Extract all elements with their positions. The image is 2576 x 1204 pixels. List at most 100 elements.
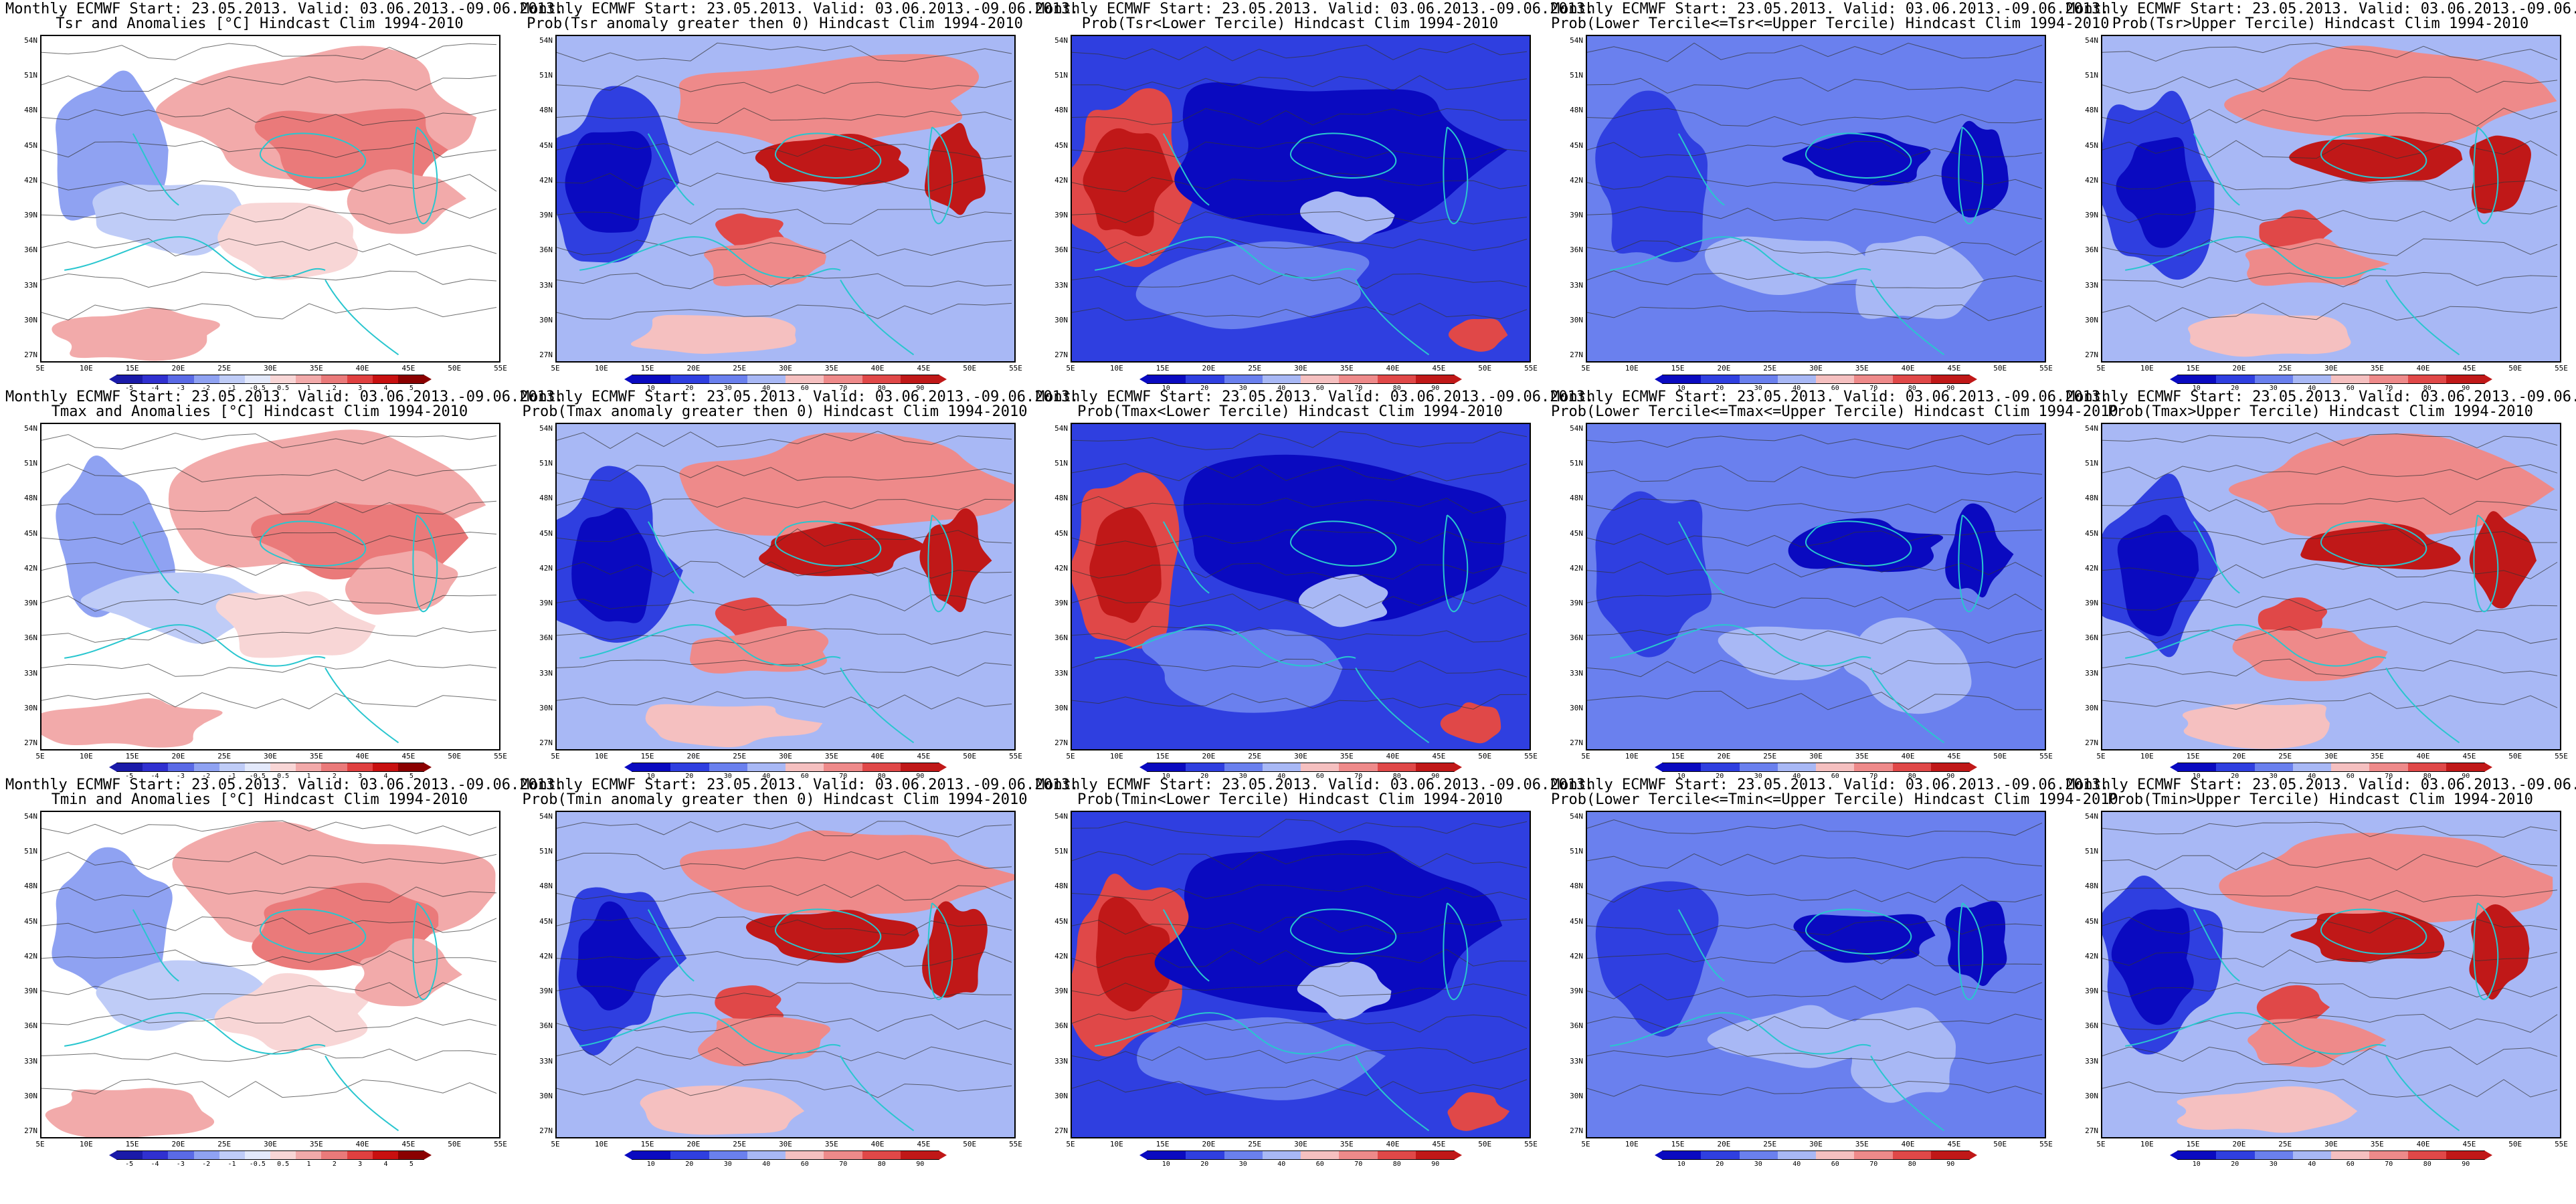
lat-tick-label: 54N [24, 424, 37, 433]
field-region [1843, 617, 1972, 714]
lon-tick-label: 15E [1671, 1140, 1685, 1148]
contour-line [1587, 982, 2043, 1001]
contour-line [1072, 625, 1528, 643]
colorbar-tick-label: 2 [332, 1161, 337, 1168]
lat-tick-label: 39N [24, 599, 37, 608]
field-region [745, 910, 919, 963]
contour-line [2102, 43, 2558, 62]
lon-tick-label: 10E [2140, 1140, 2154, 1148]
contour-line [1072, 563, 1528, 580]
colorbar-tick-label: 30 [1754, 385, 1762, 392]
panel-title-line2: Prob(Tmax<Lower Tercile) Hindcast Clim 1… [1077, 403, 1503, 420]
field-region [1855, 235, 1984, 319]
colorbar-tick-label: -5 [125, 1161, 134, 1168]
panel-title-line1: Monthly ECMWF Start: 23.05.2013. Valid: … [5, 389, 564, 405]
lat-tick-label: 36N [24, 633, 37, 643]
colorbar-segment [1663, 1151, 1701, 1159]
contour-line [41, 562, 497, 579]
colorbar-segment [1186, 1151, 1224, 1159]
panel-title-line1: Monthly ECMWF Start: 23.05.2013. Valid: … [1036, 1, 1594, 17]
lon-tick-label: 15E [640, 364, 654, 373]
colorbar-max-arrow [2484, 763, 2492, 772]
lat-tick-label: 30N [1570, 703, 1583, 712]
colorbar-segment [1777, 375, 1816, 383]
lon-tick-label: 50E [1478, 1140, 1492, 1148]
contour-line [41, 1048, 497, 1062]
contour-line [2102, 916, 2558, 934]
map-field [1587, 812, 2045, 1137]
contour-line [1587, 270, 2043, 289]
panel-title-line2: Prob(Tmax anomaly greater then 0) Hindca… [522, 403, 1028, 420]
lat-tick-label: 42N [1570, 951, 1583, 961]
panel-title-line2: Prob(Tmin anomaly greater then 0) Hindca… [522, 791, 1028, 808]
colorbar-segment [824, 1151, 862, 1159]
lat-tick-label: 36N [1570, 633, 1583, 643]
lon-tick-label: 30E [264, 1140, 277, 1148]
lon-tick-label: 5E [1066, 364, 1075, 373]
contour-line [41, 660, 497, 677]
coastline [1162, 521, 1210, 594]
lat-tick-label: 54N [2085, 36, 2098, 45]
colorbar-tick-label: 60 [1315, 1161, 1324, 1168]
colorbar-segment [632, 763, 671, 771]
colorbar-segment [2254, 1151, 2293, 1159]
lat-tick-label: 54N [1570, 424, 1583, 433]
colorbar-segment [1415, 1151, 1454, 1159]
lon-tick-label: 30E [2324, 1140, 2338, 1148]
lat-tick-label: 45N [539, 140, 553, 150]
map-panel: Monthly ECMWF Start: 23.05.2013. Valid: … [5, 776, 563, 1169]
coastline [579, 1012, 841, 1055]
contour-line [1072, 210, 1528, 225]
colorbar [624, 375, 947, 384]
lon-tick-label: 35E [309, 752, 323, 761]
contour-line [2102, 140, 2558, 159]
colorbar-tick-label: 10 [2192, 773, 2201, 780]
colorbar-tick-label: 80 [1908, 385, 1916, 392]
lat-tick-label: 54N [1054, 36, 1068, 45]
field-region [214, 973, 369, 1052]
colorbar-min-arrow [109, 1150, 117, 1160]
map-field [557, 812, 1014, 1137]
colorbar-tick-label: 60 [1831, 385, 1839, 392]
colorbar-segment [1854, 1151, 1893, 1159]
colorbar-segment [1777, 1151, 1816, 1159]
colorbar-segment [1377, 763, 1416, 771]
lat-tick-label: 48N [24, 494, 37, 503]
colorbar [109, 1150, 432, 1160]
panel-title-line1: Monthly ECMWF Start: 23.05.2013. Valid: … [1551, 1, 2110, 17]
contour-line [2102, 528, 2557, 547]
field-region [217, 202, 359, 280]
colorbar-segment [747, 1151, 786, 1159]
colorbar-tick-label: 30 [1238, 385, 1247, 392]
panel-title-line2: Tsr and Anomalies [°C] Hindcast Clim 199… [56, 15, 464, 32]
lon-tick-label: 10E [1109, 752, 1123, 761]
contour-line [1587, 819, 2043, 837]
colorbar-tick-label: 70 [839, 773, 848, 780]
lat-tick-label: 45N [2085, 916, 2098, 926]
lon-tick-label: 40E [2416, 752, 2430, 761]
map-panel: Monthly ECMWF Start: 23.05.2013. Valid: … [1551, 388, 2118, 781]
contour-line [1587, 206, 2043, 223]
colorbar-segment [1816, 1151, 1855, 1159]
coastline [1610, 236, 1871, 279]
lon-tick-label: 45E [917, 1140, 931, 1148]
colorbar-tick-label: 20 [1716, 1161, 1724, 1168]
coastline [840, 668, 915, 744]
colorbar-tick-label: 10 [1162, 385, 1170, 392]
lat-tick-label: 27N [2085, 738, 2098, 747]
contour-line [1587, 42, 2043, 62]
map-field [1072, 812, 1530, 1137]
lon-tick-label: 30E [264, 364, 277, 373]
map-plot [1071, 35, 1531, 363]
lon-tick-label: 30E [1294, 1140, 1307, 1148]
map-panel: Monthly ECMWF Start: 23.05.2013. Valid: … [1551, 776, 2118, 1169]
contour-line [557, 916, 1012, 936]
colorbar-segment [1377, 1151, 1416, 1159]
colorbar-segment [2254, 763, 2293, 771]
lat-tick-label: 36N [539, 633, 553, 643]
lon-tick-label: 30E [779, 364, 792, 373]
colorbar-tick-label: -0.5 [249, 773, 266, 780]
lat-tick-label: 36N [1054, 1021, 1068, 1031]
coastline [1443, 514, 1469, 613]
lat-tick-label: 42N [539, 175, 553, 185]
